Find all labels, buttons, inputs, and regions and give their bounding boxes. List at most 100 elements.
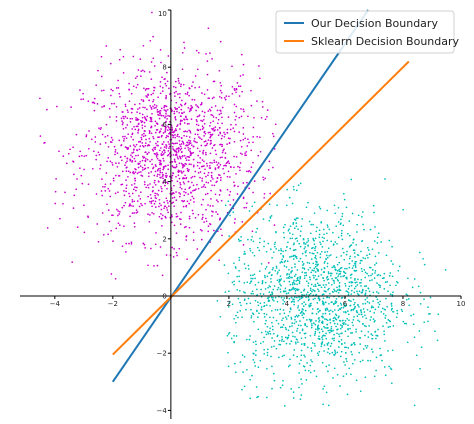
scatter-point-cluster-1 [338, 315, 340, 318]
scatter-point-cluster-0 [173, 248, 175, 250]
scatter-point-cluster-1 [305, 293, 308, 296]
scatter-point-cluster-1 [300, 291, 303, 294]
scatter-point-cluster-1 [239, 361, 242, 363]
scatter-point-cluster-0 [231, 65, 233, 68]
scatter-point-cluster-1 [384, 340, 386, 342]
scatter-point-cluster-0 [179, 145, 182, 148]
scatter-point-cluster-1 [316, 352, 319, 355]
scatter-point-cluster-1 [256, 310, 258, 313]
scatter-point-cluster-1 [340, 297, 343, 299]
scatter-point-cluster-0 [79, 89, 81, 91]
scatter-point-cluster-0 [64, 191, 66, 194]
scatter-point-cluster-0 [225, 162, 228, 165]
scatter-point-cluster-0 [168, 87, 170, 90]
scatter-point-cluster-1 [310, 359, 312, 361]
scatter-point-cluster-1 [270, 274, 273, 277]
scatter-point-cluster-0 [175, 175, 177, 178]
scatter-point-cluster-1 [408, 304, 411, 307]
scatter-point-cluster-1 [279, 313, 281, 315]
scatter-point-cluster-1 [348, 246, 351, 248]
scatter-point-cluster-0 [171, 161, 174, 163]
scatter-point-cluster-1 [351, 267, 354, 269]
scatter-point-cluster-0 [242, 133, 245, 135]
scatter-point-cluster-1 [334, 266, 336, 269]
scatter-point-cluster-1 [359, 343, 362, 345]
scatter-point-cluster-1 [231, 281, 234, 284]
scatter-point-cluster-0 [94, 141, 97, 143]
scatter-point-cluster-0 [242, 182, 245, 184]
scatter-point-cluster-0 [124, 105, 127, 108]
scatter-point-cluster-0 [219, 179, 222, 181]
scatter-point-cluster-0 [196, 147, 199, 150]
scatter-point-cluster-0 [137, 118, 140, 121]
scatter-point-cluster-1 [346, 278, 348, 280]
scatter-point-cluster-1 [273, 299, 275, 302]
scatter-point-cluster-1 [337, 291, 340, 294]
scatter-point-cluster-0 [197, 51, 200, 54]
scatter-point-cluster-1 [315, 257, 318, 260]
scatter-point-cluster-1 [321, 293, 324, 296]
scatter-point-cluster-0 [75, 188, 78, 191]
scatter-point-cluster-0 [189, 107, 192, 110]
scatter-point-cluster-0 [195, 109, 197, 112]
scatter-point-cluster-1 [353, 343, 356, 346]
scatter-point-cluster-1 [271, 321, 273, 324]
scatter-point-cluster-0 [201, 165, 204, 168]
scatter-point-cluster-0 [221, 151, 224, 154]
scatter-point-cluster-1 [284, 290, 287, 293]
scatter-point-cluster-0 [224, 98, 227, 101]
scatter-point-cluster-1 [325, 258, 327, 261]
scatter-point-cluster-1 [361, 323, 364, 325]
scatter-point-cluster-1 [390, 260, 393, 262]
scatter-point-cluster-0 [199, 161, 201, 164]
scatter-point-cluster-1 [323, 262, 326, 264]
scatter-point-cluster-1 [340, 222, 342, 225]
scatter-point-cluster-0 [213, 80, 216, 83]
scatter-point-cluster-1 [278, 281, 280, 283]
scatter-point-cluster-0 [174, 129, 177, 132]
scatter-point-cluster-0 [156, 140, 159, 143]
scatter-point-cluster-0 [218, 69, 221, 72]
scatter-point-cluster-0 [134, 168, 136, 170]
scatter-point-cluster-0 [141, 159, 144, 162]
scatter-point-cluster-0 [141, 127, 144, 129]
scatter-point-cluster-1 [352, 342, 355, 344]
scatter-point-cluster-0 [179, 115, 182, 117]
scatter-point-cluster-1 [304, 303, 307, 306]
scatter-point-cluster-1 [383, 288, 386, 290]
scatter-point-cluster-0 [161, 217, 163, 220]
scatter-point-cluster-0 [178, 106, 180, 109]
scatter-point-cluster-1 [269, 333, 272, 335]
scatter-point-cluster-1 [371, 334, 374, 337]
scatter-point-cluster-0 [139, 58, 142, 60]
scatter-point-cluster-1 [275, 347, 278, 350]
scatter-point-cluster-1 [339, 385, 341, 387]
scatter-point-cluster-1 [379, 284, 382, 287]
scatter-point-cluster-0 [96, 223, 99, 225]
scatter-point-cluster-0 [211, 97, 214, 100]
scatter-point-cluster-1 [318, 338, 321, 340]
scatter-point-cluster-1 [350, 351, 353, 353]
scatter-point-cluster-0 [202, 149, 205, 152]
scatter-point-cluster-1 [313, 212, 316, 215]
scatter-point-cluster-1 [263, 245, 265, 248]
scatter-point-cluster-0 [155, 142, 157, 145]
scatter-point-cluster-1 [268, 272, 270, 274]
scatter-point-cluster-0 [157, 96, 159, 99]
scatter-point-cluster-1 [328, 331, 331, 334]
scatter-point-cluster-0 [135, 189, 137, 192]
scatter-point-cluster-1 [291, 282, 294, 284]
scatter-point-cluster-0 [131, 199, 134, 201]
scatter-point-cluster-0 [161, 86, 164, 89]
scatter-point-cluster-1 [368, 302, 371, 304]
scatter-point-cluster-1 [301, 302, 303, 305]
scatter-point-cluster-0 [134, 77, 137, 80]
scatter-point-cluster-0 [119, 95, 121, 98]
scatter-point-cluster-1 [284, 326, 287, 329]
scatter-point-cluster-1 [257, 301, 259, 304]
scatter-point-cluster-1 [321, 330, 324, 333]
scatter-point-cluster-0 [209, 205, 212, 207]
scatter-point-cluster-1 [320, 328, 323, 331]
scatter-point-cluster-1 [255, 386, 258, 388]
scatter-point-cluster-0 [180, 147, 183, 150]
